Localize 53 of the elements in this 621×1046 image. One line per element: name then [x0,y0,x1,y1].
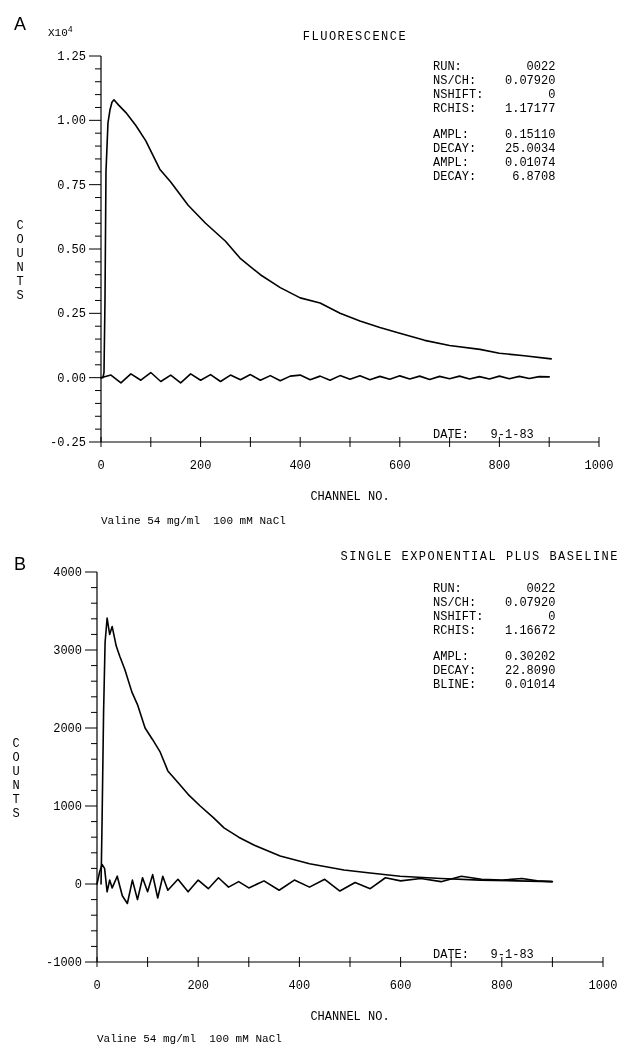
text: B [14,554,27,574]
annotation: DECAY: 22.8090 [433,664,556,678]
text: Valine 54 mg/ml 100 mM NaCl [97,1033,282,1045]
x-tick-label: 1000 [584,459,614,473]
annotation: DATE: 9-1-83 [433,428,534,442]
x-tick-label: 800 [488,459,511,473]
text: A [14,14,27,34]
annotation: BLINE: 0.01014 [433,678,556,692]
annotation: NS/CH: 0.07920 [433,74,556,88]
text: Valine 54 mg/ml 100 mM NaCl [101,515,286,527]
x-tick-label: 800 [491,979,513,993]
chart-title: SINGLE EXPONENTIAL PLUS BASELINE [340,550,619,564]
y-tick-label: 0 [74,878,82,892]
y-tick-label: 0.50 [57,243,86,257]
x-tick-label: 200 [189,459,212,473]
annotation: AMPL: 0.01074 [433,156,556,170]
text: X10$^{4}$ [48,24,73,39]
x-tick-label: 0 [93,979,101,993]
y-tick-label: 4000 [53,566,82,580]
x-tick-label: 200 [187,979,209,993]
y-axis-title: COUNTS [9,737,23,821]
x-tick-label: 1000 [588,979,618,993]
annotation: RUN: 0022 [433,60,556,74]
annotation: NSHIFT: 0 [433,610,556,624]
annotation: AMPL: 0.30202 [433,650,556,664]
annotation: RCHIS: 1.16672 [433,624,556,638]
annotation: DECAY: 25.0034 [433,142,556,156]
x-tick-label: 600 [389,979,412,993]
x-axis-title: CHANNEL NO. [310,490,390,504]
annotation: DATE: 9-1-83 [433,948,534,962]
y-axis-title: COUNTS [13,219,27,303]
y-tick-label: 1.00 [57,114,86,129]
y-tick-label: 0.25 [57,307,86,322]
y-tick-label: 2000 [53,722,82,736]
annotation: AMPL: 0.15110 [433,128,556,142]
y-tick-label: 3000 [53,644,82,658]
y-tick-label: 0.75 [57,178,86,193]
y-tick-label: -1000 [45,956,82,970]
annotation: RUN: 0022 [433,582,556,596]
y-tick-label: 1.25 [57,50,86,64]
annotation: NS/CH: 0.07920 [433,596,556,610]
y-tick-label: -0.25 [49,436,86,450]
x-tick-label: 600 [389,459,411,473]
annotation: RCHIS: 1.17177 [433,102,556,116]
x-tick-label: 0 [97,459,105,473]
x-axis-title: CHANNEL NO. [310,1010,390,1024]
y-tick-label: 1000 [53,800,82,814]
chart-title: FLUORESCENCE [302,30,408,44]
x-tick-label: 400 [288,979,311,993]
y-tick-label: 0.00 [57,371,86,386]
annotation: DECAY: 6.8708 [433,170,556,184]
x-tick-label: 400 [289,459,311,473]
annotation: NSHIFT: 0 [433,88,556,102]
